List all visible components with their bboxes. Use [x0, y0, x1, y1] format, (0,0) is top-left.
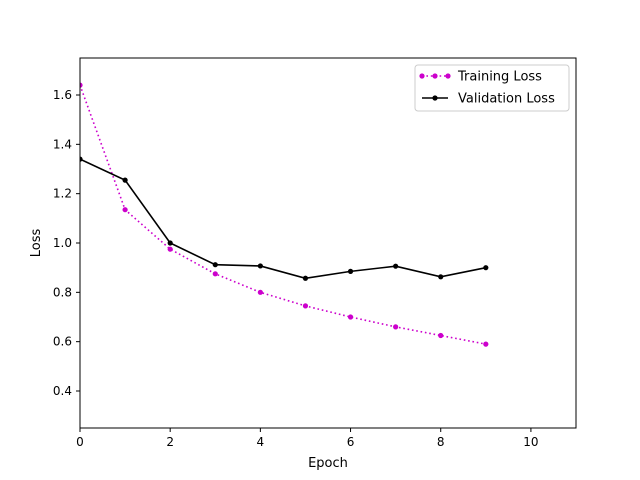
- validation-loss-line: [80, 158, 486, 280]
- legend-swatch-marker: [445, 73, 451, 79]
- legend-swatch-marker: [419, 73, 425, 79]
- legend-items: Training Loss Validation Loss: [419, 70, 555, 107]
- x-tick-label: 2: [166, 435, 174, 449]
- y-tick-label: 1.4: [53, 137, 72, 151]
- x-tick-label: 10: [523, 435, 538, 449]
- plot-area: [80, 82, 489, 347]
- validation-loss-point: [302, 275, 309, 281]
- validation-loss-point: [483, 265, 489, 271]
- legend-entry-training-loss: Training Loss: [419, 70, 542, 85]
- validation-loss-point: [122, 177, 128, 183]
- y-axis-label: Loss: [29, 229, 44, 258]
- x-tick-label: 0: [76, 435, 84, 449]
- validation-loss-point: [393, 263, 399, 269]
- training-loss-point: [122, 207, 128, 213]
- x-tick-label: 8: [437, 435, 445, 449]
- legend-label: Validation Loss: [458, 92, 555, 107]
- y-tick-label: 1.2: [53, 187, 72, 201]
- legend-box: [414, 64, 570, 112]
- y-tick-label: 0.8: [53, 285, 72, 299]
- validation-loss-point: [167, 240, 173, 246]
- training-loss-point: [302, 303, 309, 309]
- training-loss-point: [167, 246, 173, 252]
- legend-swatch-marker: [432, 73, 438, 79]
- training-loss-point: [483, 341, 489, 347]
- validation-loss-point: [347, 268, 354, 274]
- x-tick-label: 6: [347, 435, 355, 449]
- x-axis-label: Epoch: [308, 456, 348, 471]
- y-tick-label: 0.4: [53, 384, 72, 398]
- training-loss-point: [212, 271, 218, 277]
- training-loss-point: [257, 289, 263, 295]
- legend: Training Loss Validation Loss: [414, 64, 570, 112]
- validation-loss-point: [257, 263, 263, 269]
- axis-ticks: 0 2 4 6 8 10 0.4 0.6 0.8 1.0 1.2 1.4 1.6: [53, 88, 539, 449]
- training-loss-point: [347, 314, 354, 320]
- training-loss-point: [438, 332, 444, 339]
- training-loss-point: [80, 82, 83, 88]
- y-tick-label: 0.6: [53, 335, 72, 349]
- y-tick-label: 1.6: [53, 88, 72, 102]
- validation-loss-point: [438, 274, 444, 280]
- y-tick-label: 1.0: [53, 236, 72, 250]
- validation-loss-point: [212, 262, 218, 268]
- series-layer: [80, 82, 489, 347]
- legend-label: Training Loss: [457, 70, 542, 85]
- x-tick-label: 4: [257, 435, 265, 449]
- legend-entry-validation-loss: Validation Loss: [422, 92, 555, 107]
- legend-swatch-marker: [432, 95, 438, 101]
- validation-loss-point: [80, 156, 83, 162]
- training-loss-point: [393, 324, 399, 330]
